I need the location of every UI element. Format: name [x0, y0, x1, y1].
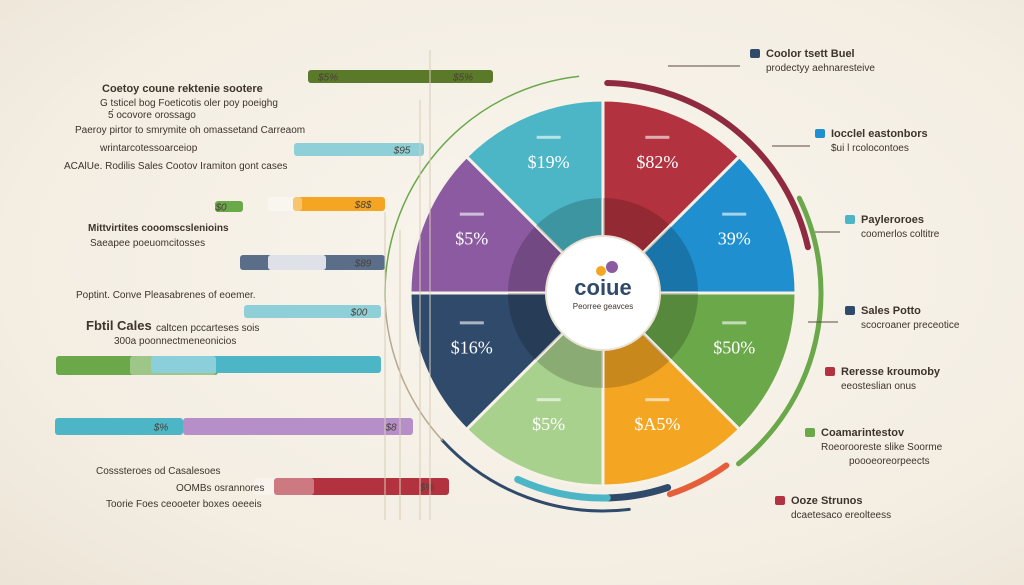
right-item-subtitle: poooeoreorpeects — [849, 456, 930, 467]
pie-slice-label: 39% — [718, 229, 751, 249]
left-text-line: Fbtil Cales — [86, 318, 152, 333]
pie-slice-caption-line — [459, 212, 484, 216]
bar-highlight — [268, 255, 326, 270]
left-text-line: Coetoy coune rektenie sootere — [102, 83, 263, 95]
left-text-line: caltcen pccarteses sois — [156, 323, 259, 334]
bar — [274, 478, 449, 495]
ring-arc-beige — [384, 301, 443, 442]
right-item-title: Ooze Strunos — [791, 495, 863, 507]
bullet-icon — [815, 129, 825, 138]
bar-highlight — [130, 356, 216, 375]
right-item-title: Coamarintestov — [821, 427, 905, 439]
right-item-subtitle: scocroaner preceotice — [861, 320, 960, 331]
bullet-icon — [845, 215, 855, 224]
pie-slice-label: $50% — [713, 337, 755, 357]
bar-label: $00 — [350, 308, 368, 319]
left-bars: $5%$5%$95$0$8$$89$00$%5$%$8$% — [55, 70, 493, 495]
bar-label: $% — [419, 483, 435, 494]
bar-label: $95 — [393, 146, 411, 157]
left-text-line: Mittvirtites cooomscslenioins — [88, 223, 229, 234]
bar-highlight — [254, 478, 314, 495]
ring-arc-teal — [514, 475, 611, 502]
bullet-icon — [750, 49, 760, 58]
right-item-title: Sales Potto — [861, 305, 921, 317]
pie-slice-label: $19% — [528, 152, 570, 172]
ring-arc-navy — [603, 484, 672, 502]
pie-center-subtitle: Peorree geavces — [573, 302, 633, 311]
bar — [215, 201, 243, 212]
right-item-subtitle: prodectyy aehnaresteive — [766, 63, 875, 74]
pie-slice-label: $16% — [451, 337, 493, 357]
bar-highlight — [268, 197, 302, 211]
ring-arc-thin-left — [384, 75, 580, 303]
ring-arc-red — [604, 80, 811, 251]
pie-slice-caption-line — [722, 212, 747, 216]
left-text-line: wrintarcotessoarceiop — [99, 143, 198, 154]
left-text-line: G tsticel bog Foeticotis oler poy poeigh… — [100, 98, 278, 109]
bar-label: $89 — [354, 259, 372, 270]
right-item-subtitle: Roeorooreste slike Soorme — [821, 442, 943, 453]
bullet-icon — [775, 496, 785, 505]
left-text-line: Saeapee poeuomcitosses — [90, 238, 205, 249]
bar — [294, 143, 424, 156]
bullet-icon — [805, 428, 815, 437]
pie-slice-label: $5% — [532, 414, 565, 434]
right-item-title: Payleroroes — [861, 214, 924, 226]
bar-label: $8$ — [354, 200, 372, 211]
logo-icon — [596, 266, 606, 276]
bar-label: $0 — [214, 203, 227, 214]
right-text-block: Coolor tsett Buel prodectyy aehnaresteive… — [668, 48, 960, 521]
right-item-subtitle: $ui l rcolocontoes — [831, 143, 909, 154]
pie-slice-label: $A5% — [634, 414, 680, 434]
left-text-line: OOMBs osrannores — [176, 483, 264, 494]
left-text-line: Cosssteroes od Casalesoes — [96, 466, 221, 477]
right-item-title: Reresse kroumoby — [841, 366, 941, 378]
left-text-line: ACAlUe. Rodilis Sales Cootov Iramiton go… — [64, 161, 287, 172]
outer-rings — [384, 75, 824, 513]
pie-slice-caption-line — [722, 321, 747, 325]
bar-label: $5% — [452, 73, 473, 84]
bar — [55, 418, 183, 435]
left-text-line: Toorie Foes ceooeter boxes oeeeis — [106, 499, 262, 510]
pie-slice-label: $82% — [636, 152, 678, 172]
pie-slice-caption-line — [459, 321, 484, 325]
bar — [151, 356, 381, 373]
ring-arc-navy-thin — [440, 438, 631, 513]
pie-slice-label: $5% — [455, 229, 488, 249]
bar — [308, 70, 493, 83]
bullet-icon — [825, 367, 835, 376]
left-text-block: Coetoy coune rektenie sootere G tsticel b… — [64, 83, 305, 510]
ring-arc-green — [736, 195, 824, 467]
right-item-title: Coolor tsett Buel — [766, 48, 855, 60]
left-text-line: Poptint. Conve Pleasabrenes of eoemer. — [76, 290, 256, 301]
pie-center-logo: coiue — [574, 275, 631, 300]
bar — [244, 305, 381, 318]
right-item-subtitle: dcaetesaco ereolteess — [791, 510, 891, 521]
bar-label: $8 — [384, 423, 397, 434]
pie-slices — [408, 98, 798, 488]
ring-arc-orange — [666, 462, 730, 498]
right-item-title: Iocclel eastonbors — [831, 128, 928, 140]
bar — [183, 418, 413, 435]
left-text-line: Paeroy pirtor to smrymite oh omassetand … — [75, 125, 305, 136]
bar — [293, 197, 385, 211]
guide-lines — [384, 50, 431, 520]
pie-slice-caption-line — [536, 135, 561, 139]
pie-slice-caption-line — [645, 135, 670, 139]
pie-labels: $5% $19% $82% 39% $50% $A5% $5% $16% — [451, 135, 755, 434]
bullet-icon — [845, 306, 855, 315]
logo-icon — [606, 261, 618, 273]
pie-slice-caption-line — [645, 398, 670, 402]
bar-label: $% — [153, 423, 169, 434]
left-text-line: 300a poonnectmeneonicios — [114, 336, 236, 347]
bar-label: $5% — [317, 73, 338, 84]
right-item-subtitle: coomerlos coltitre — [861, 229, 940, 240]
right-item-subtitle: eeosteslian onus — [841, 381, 916, 392]
pie-slice-caption-line — [536, 398, 561, 402]
pie-center-hole — [545, 235, 661, 351]
left-text-line: 5́ ocovore orossago — [108, 108, 196, 121]
